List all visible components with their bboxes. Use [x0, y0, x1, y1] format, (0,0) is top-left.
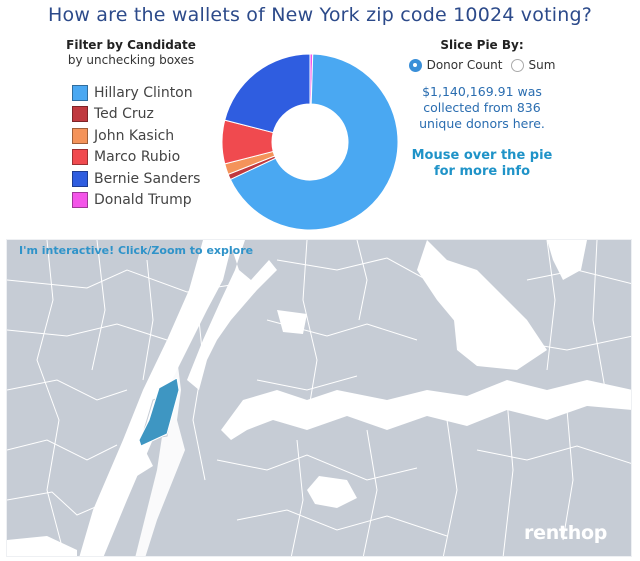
- zip-boundary: [7, 439, 118, 461]
- slice-radio-group: Donor Count Sum: [398, 58, 566, 72]
- checkbox-swatch[interactable]: [72, 149, 88, 166]
- harlem-river: [187, 240, 277, 390]
- zip-boundary: [502, 399, 514, 556]
- zip-boundary: [546, 240, 556, 371]
- zip-boundary: [290, 439, 304, 556]
- page-title: How are the wallets of New York zip code…: [48, 4, 592, 26]
- slice-heading: Slice Pie By:: [440, 38, 524, 52]
- hover-hint-line: for more info: [433, 164, 531, 179]
- radio-sum[interactable]: Sum: [510, 58, 556, 72]
- map-svg[interactable]: [7, 240, 632, 557]
- radio-button[interactable]: [408, 58, 422, 72]
- candidate-checkbox-bernie-sanders[interactable]: Bernie Sanders: [72, 168, 232, 190]
- summary-line: unique donors here.: [419, 116, 545, 131]
- bay-water: [453, 300, 547, 370]
- radio-label: Donor Count: [426, 58, 503, 72]
- candidate-checkbox-list: Hillary Clinton Ted Cruz John Kasich Mar…: [72, 82, 232, 211]
- zip-boundary: [362, 429, 378, 556]
- zip-boundary: [7, 323, 168, 341]
- zip-boundary: [526, 269, 631, 285]
- zip-boundary: [216, 454, 418, 481]
- checkbox-swatch[interactable]: [72, 127, 88, 144]
- radio-button[interactable]: [510, 58, 524, 72]
- zip-boundary: [7, 379, 128, 401]
- reservoir-water: [277, 310, 307, 334]
- hover-hint-line: Mouse over the pie: [411, 148, 553, 163]
- filter-heading: Filter by Candidate: [66, 38, 196, 52]
- zip-boundary: [592, 240, 608, 401]
- zip-boundary: [442, 419, 458, 556]
- pond-water: [307, 476, 357, 508]
- checkbox-swatch[interactable]: [72, 170, 88, 187]
- zip-code-map[interactable]: I'm interactive! Click/Zoom to explore r…: [6, 239, 632, 557]
- candidate-filter-panel: Filter by Candidate by unchecking boxes: [56, 38, 206, 67]
- candidate-checkbox-ted-cruz[interactable]: Ted Cruz: [72, 104, 232, 126]
- candidate-label: Marco Rubio: [94, 149, 181, 166]
- zip-boundary: [356, 240, 368, 321]
- checkbox-swatch[interactable]: [72, 106, 88, 123]
- hover-hint: Mouse over the pie for more info: [398, 148, 566, 180]
- zip-boundary: [36, 240, 65, 556]
- zip-10024-highlight[interactable]: [138, 377, 180, 447]
- zip-boundary: [302, 240, 318, 421]
- candidate-checkbox-donald-trump[interactable]: Donald Trump: [72, 190, 232, 212]
- filter-subheading: by unchecking boxes: [67, 53, 195, 67]
- pie-slice-hillary-clinton[interactable]: [229, 53, 399, 231]
- candidate-label: Ted Cruz: [94, 106, 154, 123]
- renthop-logo: renthop: [524, 522, 607, 544]
- collection-summary: $1,140,169.91 was collected from 836 uni…: [398, 84, 566, 132]
- radio-label: Sum: [528, 58, 556, 72]
- candidate-label: Donald Trump: [94, 192, 192, 209]
- zip-boundaries: [7, 240, 631, 556]
- donor-donut-chart[interactable]: [218, 50, 402, 234]
- inlet-water: [547, 240, 587, 280]
- zip-boundary: [142, 259, 154, 381]
- zip-boundary: [236, 509, 448, 537]
- zip-boundary: [91, 240, 106, 371]
- candidate-checkbox-john-kasich[interactable]: John Kasich: [72, 125, 232, 147]
- east-river-sound: [221, 380, 631, 440]
- pie-slice-bernie-sanders[interactable]: [224, 53, 311, 134]
- candidate-label: Hillary Clinton: [94, 84, 193, 101]
- small-water-body: [131, 450, 153, 476]
- interactive-hint[interactable]: I'm interactive! Click/Zoom to explore: [19, 244, 254, 257]
- candidate-checkbox-hillary-clinton[interactable]: Hillary Clinton: [72, 82, 232, 104]
- zip-boundary: [7, 491, 108, 516]
- harbor-water: [7, 536, 77, 556]
- zip-boundary: [192, 299, 206, 481]
- donut-svg[interactable]: [218, 50, 402, 234]
- zip-boundary: [476, 445, 631, 464]
- zip-boundary: [256, 375, 358, 391]
- zip-boundary: [276, 257, 428, 281]
- slice-pie-panel: Slice Pie By: Donor Count Sum $1,140,169…: [398, 38, 566, 180]
- summary-line: $1,140,169.91 was: [422, 84, 542, 99]
- candidate-label: Bernie Sanders: [94, 170, 201, 187]
- summary-line: collected from 836: [423, 100, 541, 115]
- candidate-label: John Kasich: [94, 127, 175, 144]
- checkbox-swatch[interactable]: [72, 84, 88, 101]
- radio-donor-count[interactable]: Donor Count: [408, 58, 503, 72]
- candidate-checkbox-marco-rubio[interactable]: Marco Rubio: [72, 147, 232, 169]
- checkbox-swatch[interactable]: [72, 192, 88, 209]
- zip-boundary: [562, 409, 574, 541]
